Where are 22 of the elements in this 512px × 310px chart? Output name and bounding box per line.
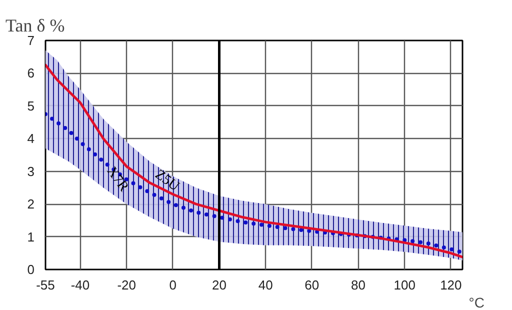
x-tick-label: 100 [394, 278, 416, 292]
x-axis-title: °C [468, 294, 485, 310]
line-series [46, 112, 462, 254]
x-tick-label: 40 [258, 278, 273, 292]
chart-title: Tan δ % [6, 16, 65, 36]
x-tick-label: 60 [304, 278, 320, 292]
x-tick-label: 80 [351, 278, 366, 292]
x-tick-label: -20 [117, 278, 136, 292]
y-tick-label: 5 [27, 98, 35, 114]
x-tick-label: 20 [212, 278, 226, 292]
y-tick-label: 2 [27, 196, 35, 212]
text: Z5U [152, 167, 182, 194]
y-tick-label: 3 [27, 164, 35, 179]
x-tick-label: 0 [169, 278, 177, 292]
y-tick-label: 7 [27, 33, 35, 48]
y-tick-label: 1 [27, 229, 35, 244]
y-tick-label: 0 [27, 262, 35, 277]
x-tick-label: -40 [70, 278, 90, 292]
y-tick-label: 4 [27, 131, 35, 146]
x-tick-label: -55 [36, 278, 55, 292]
x-tick-label: 120 [440, 278, 462, 292]
y-tick-label: 6 [27, 66, 35, 81]
